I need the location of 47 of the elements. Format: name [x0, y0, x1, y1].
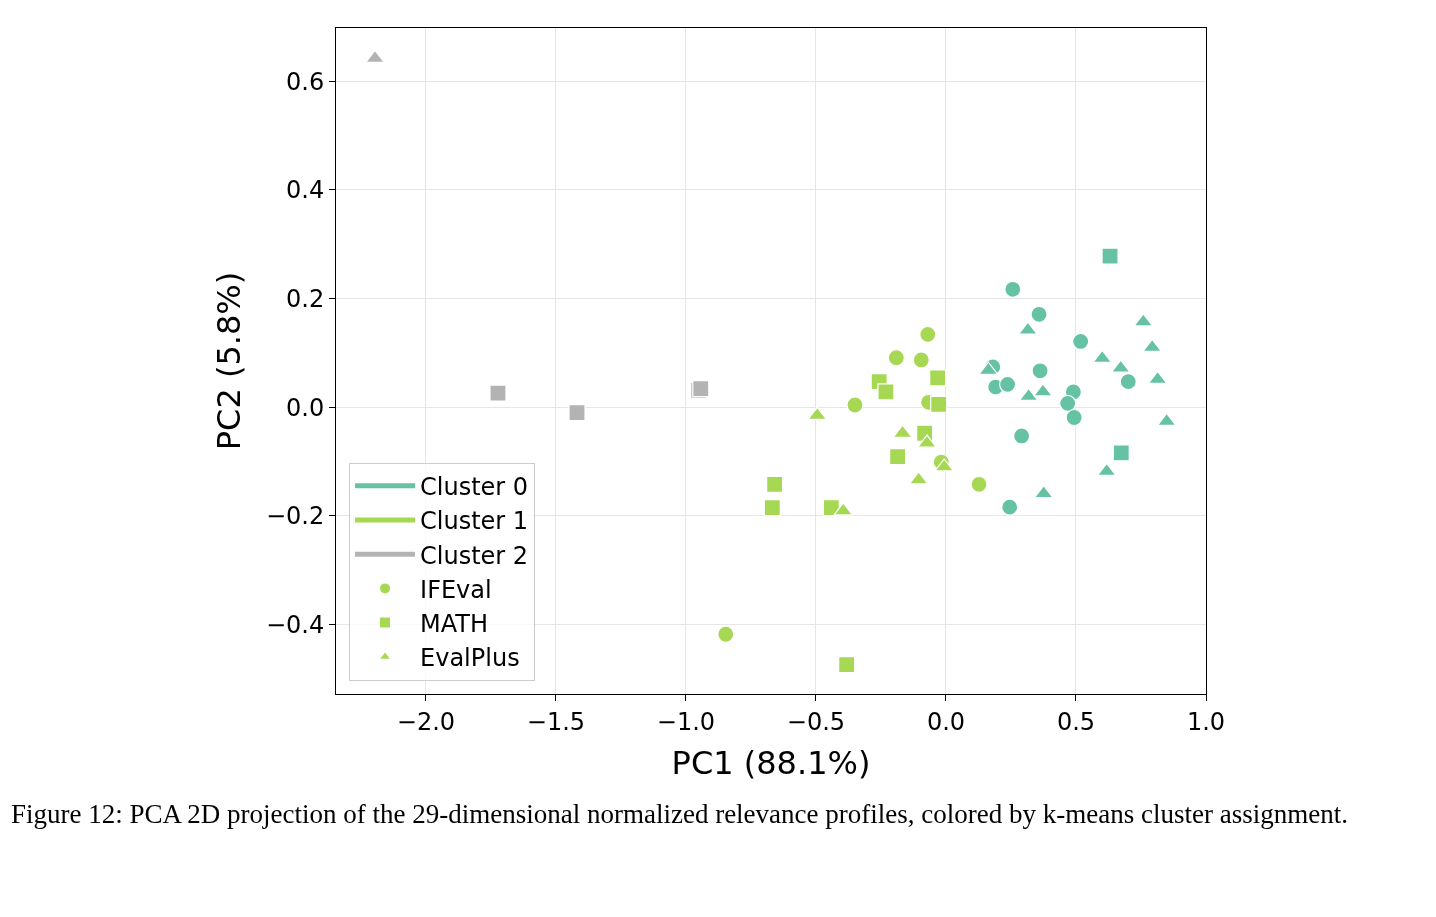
point: [1013, 427, 1031, 445]
point: [763, 499, 781, 517]
y-tick-label: 0.2: [286, 284, 325, 313]
legend-label: Cluster 0: [420, 473, 529, 502]
point: [877, 383, 895, 401]
y-tick-label: 0.6: [286, 67, 325, 96]
point: [1004, 280, 1022, 298]
y-tick-label: 0.4: [286, 176, 325, 205]
point: [568, 404, 586, 422]
y-tick-label: 0.0: [286, 393, 325, 422]
x-tick-label: −0.5: [786, 707, 846, 736]
point: [1031, 362, 1049, 380]
point: [489, 384, 507, 402]
y-tick-label: −0.2: [265, 502, 325, 531]
legend-label: MATH: [420, 609, 489, 638]
x-tick-label: −1.0: [656, 707, 716, 736]
point: [1059, 394, 1077, 412]
y-axis-title: PC2 (5.8%): [210, 271, 249, 451]
point: [1030, 305, 1048, 323]
legend-label: Cluster 2: [420, 541, 529, 570]
point: [838, 656, 856, 674]
point: [999, 375, 1017, 393]
caption: Figure 12: PCA 2D projection of the 29-dimensional normalized relevance profiles, colored by k-means cluster assignment.: [11, 799, 1348, 829]
point: [1072, 332, 1090, 351]
x-axis-title: PC1 (88.1%): [671, 743, 871, 782]
point: [365, 49, 385, 64]
x-tick-label: −1.5: [526, 707, 586, 736]
y-tick-label: −0.4: [265, 610, 325, 639]
x-tick-label: 1.0: [1186, 707, 1226, 736]
legend-label: EvalPlus: [420, 644, 520, 673]
x-tick-label: 0.5: [1056, 707, 1096, 736]
point: [1142, 338, 1163, 353]
point: [1033, 383, 1053, 397]
point: [1018, 321, 1038, 335]
point: [929, 369, 947, 387]
point: [766, 475, 784, 493]
x-tick-label: 0.0: [926, 707, 966, 736]
point: [1033, 484, 1054, 499]
point: [1065, 408, 1083, 427]
x-tick-label: −2.0: [396, 707, 456, 736]
legend-label: IFEval: [420, 575, 492, 604]
legend-label: Cluster 1: [420, 507, 529, 536]
point: [1001, 498, 1019, 516]
point: [889, 448, 907, 466]
point: [930, 395, 948, 414]
point: [1119, 373, 1137, 391]
point: [1147, 370, 1168, 385]
